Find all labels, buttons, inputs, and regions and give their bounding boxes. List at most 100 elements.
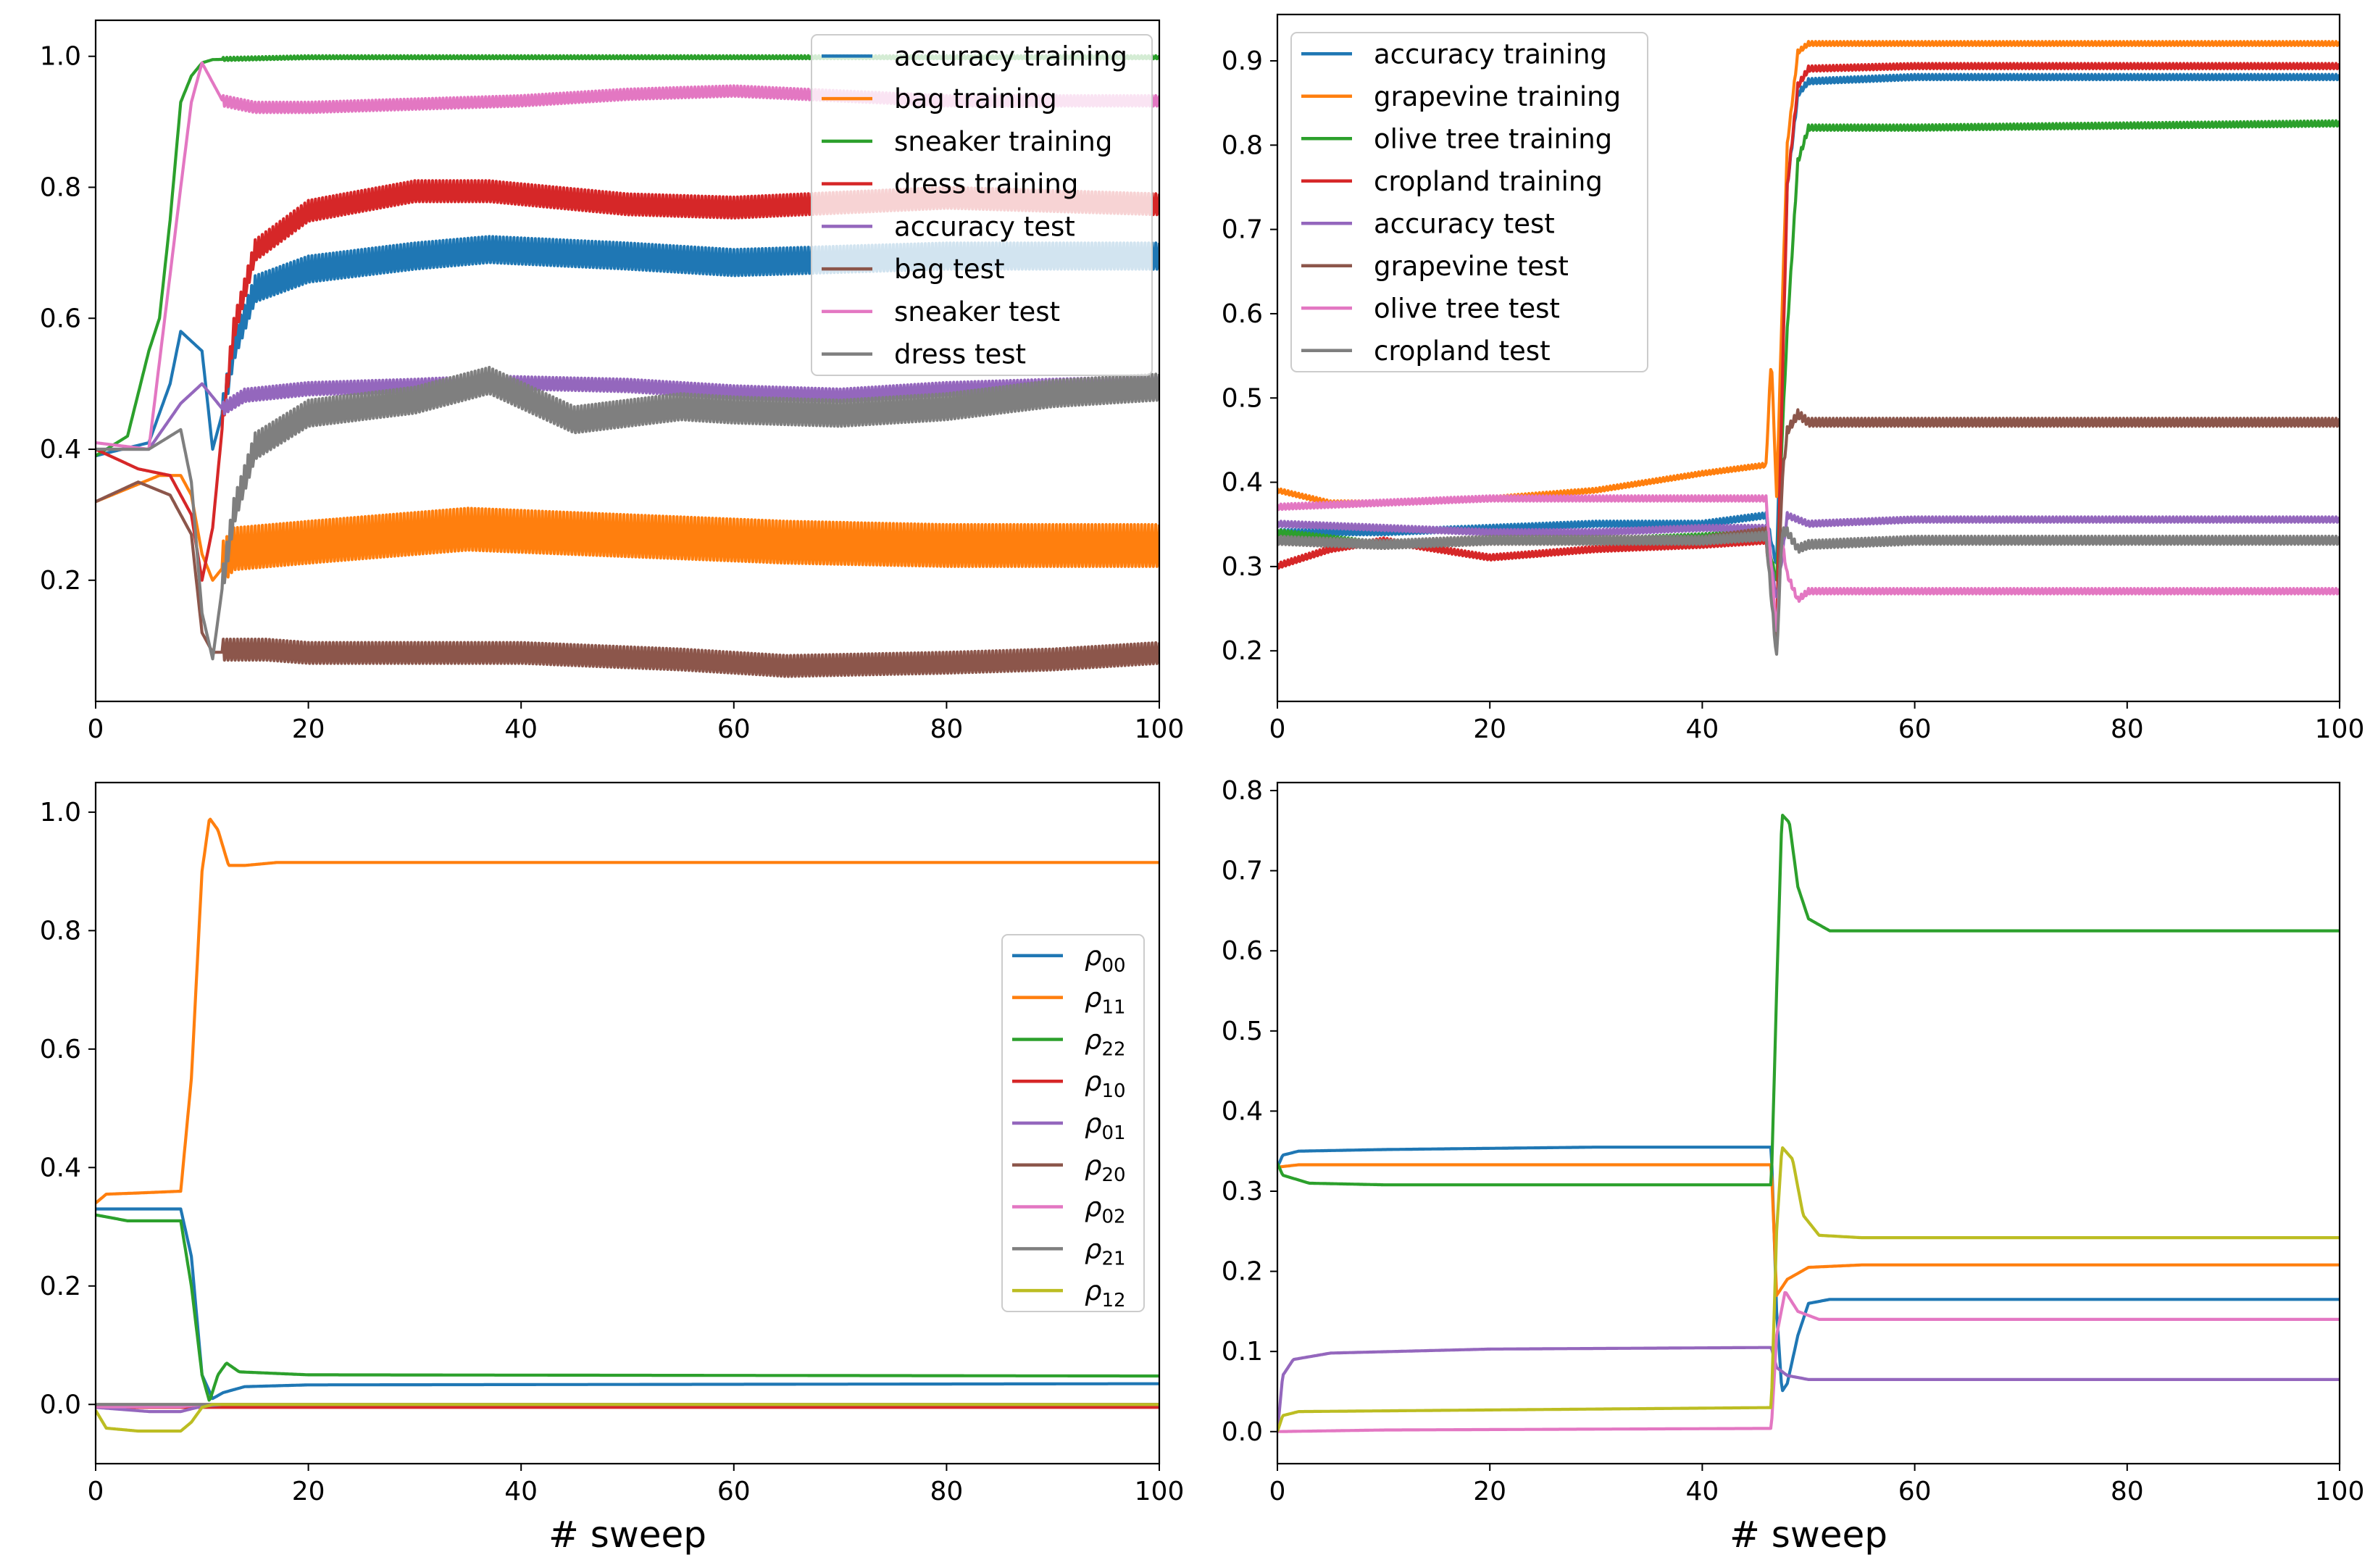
x-tick-label: 20 [1473,1477,1506,1506]
y-tick-label: 0.3 [1222,1177,1263,1206]
series-line-ρ11 [1277,1163,2340,1297]
x-tick-label: 0 [1269,1477,1286,1506]
x-axis-label: # sweep [1730,1514,1887,1556]
y-tick-label: 0.2 [1222,636,1263,666]
x-tick-label: 80 [2111,714,2144,744]
x-tick-label: 40 [1685,714,1719,744]
legend-label: olive tree training [1374,123,1612,154]
y-tick-label: 0.0 [40,1390,81,1419]
legend-box [1001,934,1145,1312]
series-line-ρ01 [1277,1346,2340,1432]
x-tick-label: 20 [1473,714,1506,744]
series-line-ρ00 [1277,1146,2340,1393]
y-tick-label: 0.4 [40,435,81,464]
plot-area [1277,40,2340,656]
y-tick-label: 0.4 [1222,468,1263,498]
y-tick-label: 0.8 [1222,776,1263,806]
x-tick-label: 60 [1898,1477,1932,1506]
plot-area [96,817,1159,1433]
legend-box [811,34,1153,376]
series-line-bag-training [96,474,1159,583]
legend-label: accuracy training [894,41,1127,72]
legend-label: bag training [894,83,1057,114]
x-tick-label: 40 [504,1477,538,1506]
legend-label: accuracy test [894,211,1075,242]
legend-label: dress training [894,169,1078,200]
x-tick-label: 80 [930,1477,963,1506]
y-tick-label: 0.2 [1222,1257,1263,1287]
y-tick-label: 0.3 [1222,552,1263,582]
legend-label: accuracy test [1374,208,1555,239]
legend-label: ρ01 [1085,1108,1126,1144]
subplot-top-left: 0 20 40 60 80 100 0.2 0.4 0.6 0.8 1.0 accuracy trai… [40,19,1185,744]
series-line-ρ02 [1277,1290,2340,1433]
y-tick-label: 1.0 [40,42,81,72]
x-tick-label: 100 [2315,1477,2365,1506]
series-line-olive-tree-test [1277,494,2340,633]
series-line-cropland-test [1277,526,2340,656]
y-tick-label: 0.4 [40,1153,81,1183]
legend-label: olive tree test [1374,293,1560,324]
legend: accuracy training bag training sneaker tra… [811,34,1153,376]
legend-label: grapevine training [1374,81,1621,112]
plot-area [96,54,1159,678]
y-tick-label: 0.7 [1222,215,1263,245]
y-tick-label: 0.0 [1222,1417,1263,1447]
series-line-dress-test [96,365,1159,661]
series-line-ρ22 [1277,814,2340,1187]
legend-label: cropland test [1374,335,1551,367]
legend-label: grapevine test [1374,251,1569,282]
subplot-bottom-right: 0 20 40 60 80 100 0.0 0.1 0.2 0.3 0.4 0.5 0.6 0.7 0.8 #… [1222,776,2365,1556]
legend-label: accuracy training [1374,38,1607,70]
y-tick-label: 0.4 [1222,1096,1263,1126]
x-tick-label: 100 [1135,1477,1185,1506]
y-tick-label: 0.1 [1222,1337,1263,1367]
x-tick-label: 0 [88,714,104,744]
series-line-ρ22 [96,1213,1159,1402]
y-tick-label: 0.6 [1222,936,1263,966]
axes-frame [94,19,1161,703]
series-line-bag-test [96,480,1159,678]
x-tick-label: 80 [2111,1477,2144,1506]
x-tick-label: 60 [717,714,751,744]
plot-area [1277,814,2340,1433]
x-tick-label: 100 [1135,714,1185,744]
axes-frame [1276,13,2341,703]
series-line-ρ00 [96,1207,1159,1401]
axes-frame [1276,781,2341,1465]
y-tick-label: 0.8 [40,916,81,946]
legend-box [1290,32,1648,372]
legend: accuracy training grapevine training olive… [1290,32,1648,372]
y-tick-label: 0.6 [40,304,81,333]
legend-label: sneaker test [894,296,1060,328]
x-tick-label: 80 [930,714,963,744]
legend-label: cropland training [1374,166,1603,197]
y-tick-label: 0.2 [40,1272,81,1301]
y-tick-label: 0.2 [40,566,81,596]
y-tick-label: 0.8 [1222,130,1263,160]
x-tick-label: 0 [1269,714,1286,744]
x-tick-label: 60 [1898,714,1932,744]
x-axis-label: # sweep [548,1514,706,1556]
series-line-accuracy-test [96,374,1159,451]
axes-frame [94,781,1161,1465]
x-tick-label: 40 [1685,1477,1719,1506]
y-tick-label: 0.9 [1222,46,1263,76]
y-tick-label: 1.0 [40,798,81,827]
series-line-cropland-training [1277,62,2340,633]
legend-label: sneaker training [894,126,1112,157]
subplot-bottom-left: 0 20 40 60 80 100 0.0 0.2 0.4 0.6 0.8 1.0 # sweep ρ00… [40,781,1185,1556]
x-tick-label: 100 [2315,714,2365,744]
x-tick-label: 60 [717,1477,751,1506]
subplot-top-right: 0 20 40 60 80 100 0.2 0.3 0.4 0.5 0.6 0.7 0.8 0.9 accu… [1222,13,2365,744]
legend-label: dress test [894,339,1026,370]
x-tick-label: 20 [292,714,325,744]
x-tick-label: 20 [292,1477,325,1506]
y-tick-label: 0.7 [1222,856,1263,886]
legend-label: bag test [894,254,1004,285]
series-line-ρ11 [96,817,1159,1204]
y-tick-label: 0.6 [40,1035,81,1064]
y-tick-label: 0.6 [1222,299,1263,329]
